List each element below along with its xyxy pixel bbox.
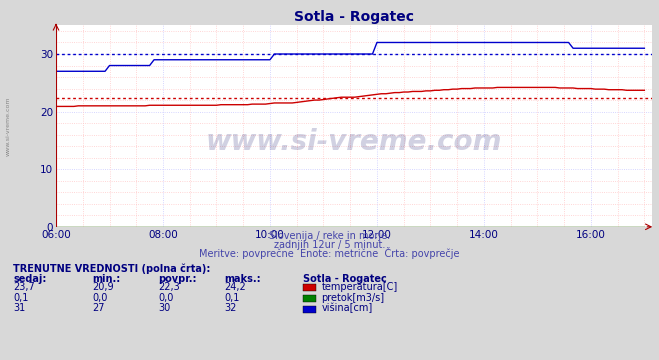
Text: 0,0: 0,0 — [92, 293, 107, 303]
Text: www.si-vreme.com: www.si-vreme.com — [206, 128, 502, 156]
Text: 0,1: 0,1 — [13, 293, 28, 303]
Text: 32: 32 — [224, 303, 237, 314]
Text: 31: 31 — [13, 303, 26, 314]
Text: 30: 30 — [158, 303, 171, 314]
Text: min.:: min.: — [92, 274, 121, 284]
Text: Slovenija / reke in morje.: Slovenija / reke in morje. — [269, 231, 390, 242]
Text: Meritve: povprečne  Enote: metrične  Črta: povprečje: Meritve: povprečne Enote: metrične Črta:… — [199, 247, 460, 260]
Text: TRENUTNE VREDNOSTI (polna črta):: TRENUTNE VREDNOSTI (polna črta): — [13, 263, 211, 274]
Text: višina[cm]: višina[cm] — [322, 303, 373, 314]
Text: Sotla - Rogatec: Sotla - Rogatec — [303, 274, 387, 284]
Text: povpr.:: povpr.: — [158, 274, 196, 284]
Text: temperatura[C]: temperatura[C] — [322, 282, 398, 292]
Text: 0,0: 0,0 — [158, 293, 173, 303]
Text: 23,7: 23,7 — [13, 282, 35, 292]
Text: 27: 27 — [92, 303, 105, 314]
Title: Sotla - Rogatec: Sotla - Rogatec — [294, 10, 415, 24]
Text: 22,3: 22,3 — [158, 282, 180, 292]
Text: 20,9: 20,9 — [92, 282, 114, 292]
Text: maks.:: maks.: — [224, 274, 261, 284]
Text: 24,2: 24,2 — [224, 282, 246, 292]
Text: pretok[m3/s]: pretok[m3/s] — [322, 293, 385, 303]
Text: www.si-vreme.com: www.si-vreme.com — [5, 96, 11, 156]
Text: zadnjih 12ur / 5 minut.: zadnjih 12ur / 5 minut. — [273, 240, 386, 251]
Text: sedaj:: sedaj: — [13, 274, 47, 284]
Text: 0,1: 0,1 — [224, 293, 239, 303]
